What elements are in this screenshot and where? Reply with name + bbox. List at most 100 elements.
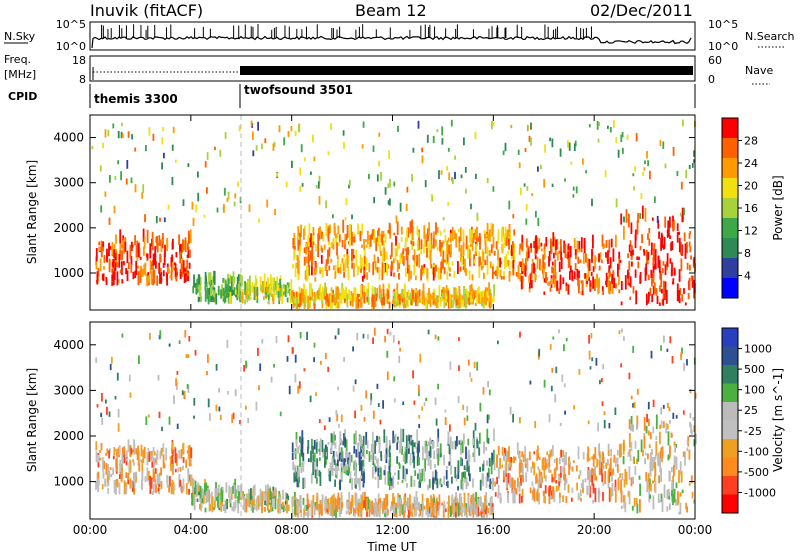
heatmap-cell (472, 478, 474, 488)
colorbar-tick-label: 25 (744, 404, 758, 417)
heatmap-cell (96, 271, 99, 285)
heatmap-cell (550, 495, 552, 500)
heatmap-cell (382, 400, 384, 409)
heatmap-cell (194, 480, 197, 495)
heatmap-cell (456, 502, 459, 513)
heatmap-cell (645, 249, 648, 264)
freq-panel (89, 55, 696, 82)
heatmap-cell (591, 198, 593, 207)
heatmap-cell (208, 272, 210, 285)
heatmap-cell (416, 226, 419, 236)
heatmap-cell (255, 498, 258, 512)
heatmap-cell (299, 332, 302, 339)
heatmap-cell (460, 294, 462, 303)
heatmap-cell (580, 498, 582, 502)
heatmap-cell (679, 502, 682, 515)
heatmap-cell (437, 336, 440, 341)
heatmap-cell (352, 507, 355, 516)
heatmap-cell (208, 489, 210, 502)
heatmap-cell (287, 131, 290, 138)
heatmap-cell (504, 447, 506, 456)
heatmap-cell (341, 259, 344, 264)
heatmap-cell (388, 150, 390, 159)
heatmap-cell (112, 123, 115, 129)
heatmap-cell (634, 166, 636, 172)
heatmap-cell (269, 488, 272, 500)
heatmap-cell (138, 355, 140, 365)
heatmap-cell (529, 273, 532, 285)
heatmap-cell (493, 428, 495, 442)
heatmap-cell (144, 214, 146, 223)
heatmap-cell (607, 470, 610, 483)
heatmap-cell (404, 304, 407, 309)
heatmap-cell (185, 459, 188, 468)
heatmap-cell (547, 282, 549, 286)
heatmap-cell (368, 235, 370, 241)
heatmap-cell (684, 302, 687, 306)
heatmap-cell (368, 240, 371, 250)
heatmap-cell (386, 328, 389, 335)
heatmap-cell (116, 448, 118, 461)
heatmap-cell (352, 385, 355, 392)
heatmap-cell (613, 120, 615, 128)
heatmap-cell (271, 295, 274, 302)
heatmap-cell (330, 497, 332, 509)
heatmap-cell (127, 262, 130, 269)
heatmap-cell (117, 423, 120, 432)
heatmap-cell (192, 286, 195, 294)
heatmap-cell (577, 277, 579, 287)
heatmap-cell (641, 234, 643, 243)
heatmap-cell (387, 295, 390, 303)
heatmap-cell (628, 433, 631, 448)
heatmap-cell (363, 491, 366, 506)
heatmap-cell (419, 353, 422, 363)
heatmap-cell (158, 475, 161, 485)
heatmap-cell (318, 448, 321, 452)
heatmap-cell (638, 256, 640, 261)
heatmap-cell (528, 135, 531, 142)
heatmap-cell (297, 481, 300, 488)
heatmap-cell (105, 399, 107, 404)
heatmap-cell (317, 509, 320, 513)
heatmap-cell (562, 450, 565, 457)
heatmap-cell (389, 198, 391, 206)
heatmap-cell (287, 504, 290, 511)
heatmap-cell (384, 233, 387, 244)
heatmap-cell (470, 283, 473, 298)
heatmap-cell (354, 469, 357, 477)
heatmap-cell (367, 230, 369, 245)
heatmap-cell (512, 214, 515, 219)
heatmap-cell (617, 263, 619, 277)
heatmap-cell (177, 467, 180, 473)
heatmap-cell (309, 282, 311, 297)
heatmap-cell (261, 284, 264, 290)
colorbar-tick-label: -1000 (744, 486, 776, 499)
heatmap-cell (372, 337, 374, 344)
heatmap-cell (307, 236, 310, 247)
heatmap-cell (145, 416, 148, 425)
heatmap-cell (354, 459, 357, 472)
heatmap-cell (528, 287, 531, 293)
heatmap-cell (421, 493, 424, 508)
heatmap-cell (406, 256, 409, 270)
heatmap-cell (99, 258, 102, 271)
heatmap-cell (160, 467, 162, 476)
heatmap-cell (614, 459, 617, 467)
heatmap-cell (348, 292, 350, 300)
heatmap-cell (521, 495, 523, 503)
heatmap-cell (353, 461, 356, 471)
heatmap-cell (193, 415, 195, 419)
heatmap-cell (594, 447, 597, 460)
heatmap-cell (423, 402, 426, 407)
heatmap-cell (110, 356, 113, 364)
heatmap-cell (321, 494, 324, 505)
heatmap-cell (558, 287, 561, 294)
heatmap-cell (534, 255, 537, 260)
heatmap-cell (636, 503, 639, 514)
heatmap-cell (418, 469, 421, 480)
heatmap-cell (294, 354, 297, 363)
heatmap-cell (632, 456, 635, 463)
heatmap-cell (672, 412, 675, 419)
heatmap-cell (636, 220, 639, 235)
heatmap-cell (216, 207, 219, 213)
